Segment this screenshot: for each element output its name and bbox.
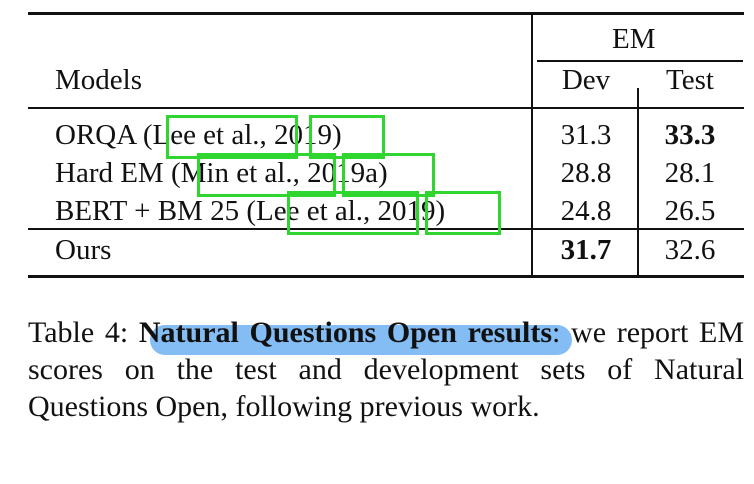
table-caption: Table 4: Natural Questions Open results:…: [28, 314, 744, 425]
citation-link-lee-et-al-bert[interactable]: [287, 191, 419, 235]
citation-link-2019-bert[interactable]: [425, 191, 501, 235]
top-rule: [28, 12, 744, 15]
caption-title: Natural Questions Open results: [138, 316, 553, 349]
bottom-rule: [28, 275, 744, 278]
row-dev-hard-em: 28.8: [560, 157, 612, 189]
row-test-ours: 32.6: [664, 234, 716, 266]
row-dev-ours: 31.7: [560, 234, 612, 266]
citation-link-min-et-al[interactable]: [197, 153, 336, 197]
dev-test-separator: [637, 88, 639, 276]
row-dev-bert-bm25: 24.8: [560, 195, 612, 227]
row-model-bert-bm25: BERT + BM 25 (Lee et al., 2019): [55, 195, 446, 227]
em-group-cmidrule: [537, 60, 743, 62]
caption-label: Table 4:: [28, 316, 129, 349]
row-test-bert-bm25: 26.5: [664, 195, 716, 227]
row-test-hard-em: 28.1: [664, 157, 716, 189]
caption-body: : we report EM scores on the test and de…: [28, 316, 745, 423]
citation-link-2019a[interactable]: [342, 153, 435, 197]
ours-top-rule: [28, 228, 744, 230]
row-model-orqa: ORQA (Lee et al., 2019): [55, 119, 342, 151]
row-test-orqa: 33.3: [664, 119, 716, 151]
test-column-header: Test: [666, 64, 714, 96]
row-model-ours: Ours: [55, 234, 112, 266]
row-dev-orqa: 31.3: [560, 119, 612, 151]
models-column-header: Models: [55, 64, 142, 96]
dev-column-header: Dev: [561, 64, 611, 96]
row-model-hard-em: Hard EM (Min et al., 2019a): [55, 157, 388, 189]
title-highlight: [150, 325, 572, 355]
models-dev-separator: [531, 14, 533, 276]
citation-link-lee-et-al-orqa[interactable]: [166, 115, 298, 159]
header-bottom-rule: [28, 107, 744, 109]
citation-link-2019-orqa[interactable]: [309, 115, 385, 159]
em-group-header: EM: [612, 23, 656, 55]
